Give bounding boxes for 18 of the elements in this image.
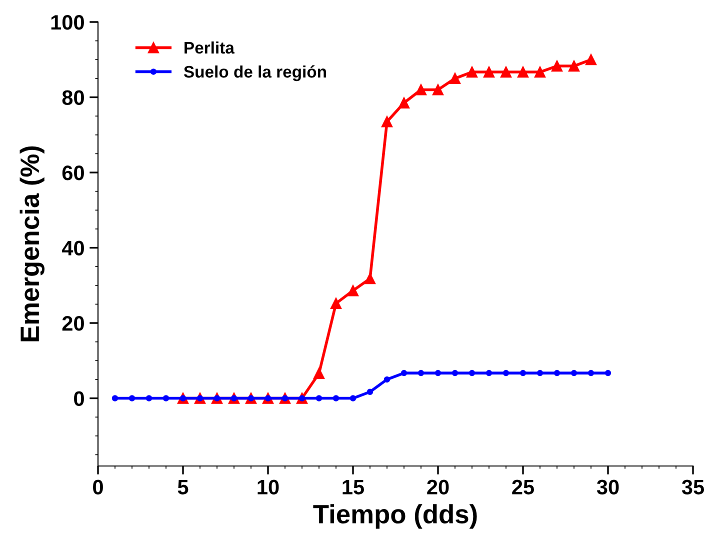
y-tick-label: 100 <box>51 15 84 30</box>
x-tick-label: 5 <box>178 480 188 494</box>
x-tick-label: 20 <box>427 480 449 494</box>
x-tick-label: 15 <box>342 480 364 494</box>
y-axis-title: Emergencia (%) <box>20 146 44 342</box>
y-tick-label: 20 <box>62 316 84 331</box>
x-tick-label: 10 <box>258 480 279 494</box>
x-tick-label: 35 <box>682 480 704 495</box>
y-tick-label: 80 <box>62 90 84 106</box>
legend-label: Perlita <box>184 41 235 54</box>
x-tick-label: 30 <box>596 480 619 495</box>
y-tick-label: 60 <box>62 166 84 180</box>
y-tick-label: 0 <box>74 391 84 406</box>
legend-label: Suelo de la región <box>184 65 326 82</box>
x-axis-title: Tiempo (dds) <box>313 504 477 529</box>
x-tick-label: 25 <box>512 480 534 494</box>
x-tick-label: 0 <box>93 480 103 494</box>
y-tick-label: 40 <box>62 240 84 256</box>
